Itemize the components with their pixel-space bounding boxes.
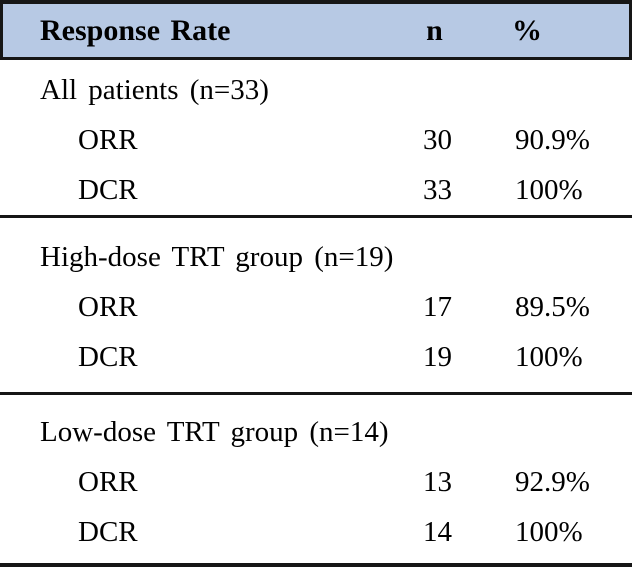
row-n-value: 19	[423, 340, 452, 373]
row-n-value: 17	[423, 290, 452, 323]
row-n-value: 30	[423, 123, 452, 156]
row-pct-value: 100%	[515, 340, 583, 373]
table-row: DCR 19 100%	[0, 332, 632, 382]
row-label: ORR	[78, 465, 138, 498]
group-label: All patients (n=33)	[40, 73, 269, 106]
table-header-row: Response Rate n %	[0, 0, 632, 60]
header-response-rate: Response Rate	[40, 13, 231, 47]
row-n-value: 13	[423, 465, 452, 498]
table-row: DCR 14 100%	[0, 507, 632, 557]
row-n-value: 33	[423, 173, 452, 206]
table-row: ORR 30 90.9%	[0, 115, 632, 165]
header-n: n	[426, 13, 443, 47]
group-header-row: Low-dose TRT group (n=14)	[0, 407, 632, 457]
row-pct-value: 92.9%	[515, 465, 590, 498]
group-label: High-dose TRT group (n=19)	[40, 240, 394, 273]
group-header-row: All patients (n=33)	[0, 65, 632, 115]
table-row: DCR 33 100%	[0, 165, 632, 215]
section-low-dose-trt: Low-dose TRT group (n=14) ORR 13 92.9% D…	[0, 395, 632, 567]
row-label: DCR	[78, 515, 138, 548]
section-all-patients: All patients (n=33) ORR 30 90.9% DCR 33 …	[0, 60, 632, 218]
row-pct-value: 90.9%	[515, 123, 590, 156]
table-row: ORR 13 92.9%	[0, 457, 632, 507]
row-pct-value: 89.5%	[515, 290, 590, 323]
row-label: DCR	[78, 340, 138, 373]
row-n-value: 14	[423, 515, 452, 548]
row-pct-value: 100%	[515, 515, 583, 548]
header-percent: %	[512, 13, 542, 47]
section-high-dose-trt: High-dose TRT group (n=19) ORR 17 89.5% …	[0, 218, 632, 395]
row-label: DCR	[78, 173, 138, 206]
row-label: ORR	[78, 290, 138, 323]
table-row: ORR 17 89.5%	[0, 282, 632, 332]
row-label: ORR	[78, 123, 138, 156]
group-header-row: High-dose TRT group (n=19)	[0, 232, 632, 282]
row-pct-value: 100%	[515, 173, 583, 206]
group-label: Low-dose TRT group (n=14)	[40, 415, 389, 448]
